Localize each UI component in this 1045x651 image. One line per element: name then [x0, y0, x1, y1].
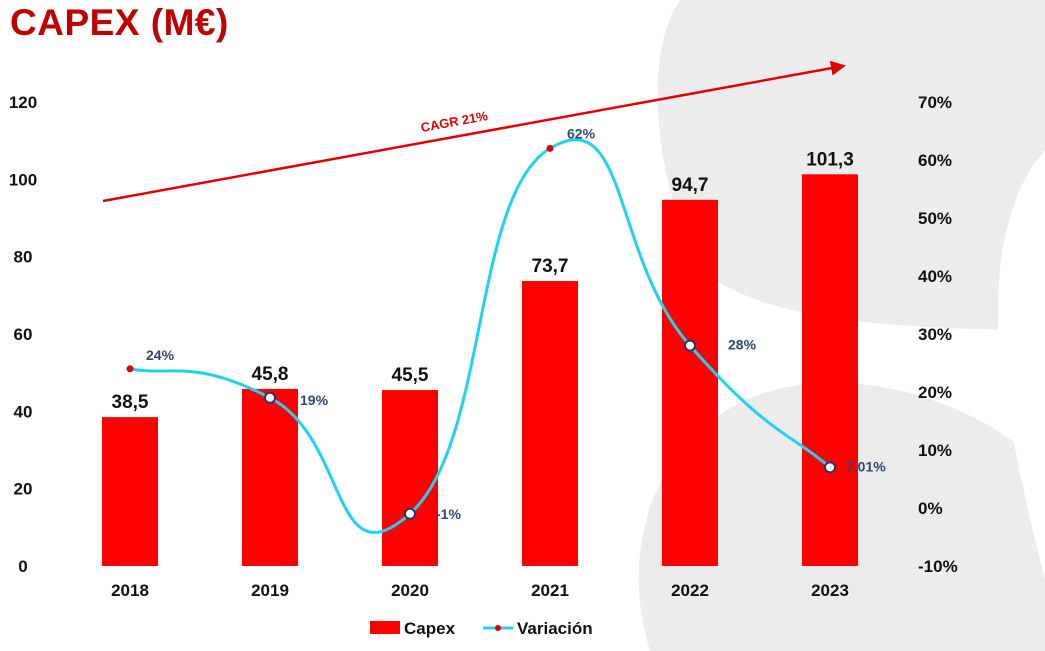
- y-right-tick-label: 60%: [918, 151, 952, 170]
- variacion-marker: [126, 365, 134, 373]
- y-right-tick-label: -10%: [918, 557, 958, 576]
- legend-capex-swatch: [370, 621, 400, 634]
- x-tick-label: 2022: [671, 581, 709, 600]
- capex-bar: [662, 199, 718, 566]
- y-left-tick-label: 80: [14, 248, 33, 267]
- capex-bar: [242, 388, 298, 566]
- capex-bar: [102, 417, 158, 566]
- background-shape-right: [997, 150, 1045, 580]
- y-left-tick-label: 120: [9, 93, 37, 112]
- variacion-line: [129, 138, 831, 534]
- y-left-tick-label: 20: [14, 480, 33, 499]
- y-left-tick-label: 0: [18, 557, 27, 576]
- y-right-tick-label: 20%: [918, 383, 952, 402]
- cagr-annotation: CAGR 21%: [419, 108, 489, 135]
- legend: Capex Variación: [370, 619, 593, 638]
- capex-value-label: 38,5: [112, 392, 149, 413]
- variacion-value-label: 28%: [728, 337, 757, 353]
- legend-capex-label: Capex: [404, 619, 456, 638]
- x-tick-label: 2021: [531, 581, 569, 600]
- y-left-tick-label: 40: [14, 402, 33, 421]
- capex-value-label: 45,5: [392, 365, 429, 386]
- x-tick-label: 2020: [391, 581, 429, 600]
- variacion-value-label: -1%: [436, 506, 461, 522]
- y-left-tick-label: 60: [14, 325, 33, 344]
- variacion-value-label: 62%: [567, 125, 596, 141]
- legend-variacion-label: Variación: [517, 619, 593, 638]
- variacion-marker: [684, 339, 696, 352]
- capex-value-label: 101,3: [806, 149, 854, 170]
- y-left-tick-label: 100: [9, 170, 37, 189]
- capex-value-label: 45,8: [252, 364, 289, 385]
- y-right-tick-label: 70%: [918, 93, 952, 112]
- capex-bar: [522, 281, 578, 566]
- variacion-marker: [404, 507, 416, 520]
- variacion-value-label: 24%: [146, 347, 175, 363]
- capex-bar: [802, 174, 858, 566]
- page-title: CAPEX (M€): [10, 2, 229, 43]
- x-tick-label: 2023: [811, 581, 849, 600]
- variacion-value-label: 19%: [300, 392, 329, 408]
- y-right-tick-label: 0%: [918, 499, 943, 518]
- axis-layer: 0 20 40 60 80 100 120 -10% 0% 10% 20% 30% 40% 50% 60% 7…: [9, 93, 958, 600]
- trend-layer: CAGR 21%: [102, 60, 846, 203]
- x-tick-label: 2018: [111, 581, 149, 600]
- variacion-value-label: 7,01%: [846, 458, 886, 474]
- capex-value-label: 94,7: [672, 175, 709, 196]
- y-right-tick-label: 50%: [918, 209, 952, 228]
- capex-value-label: 73,7: [532, 256, 569, 277]
- variacion-marker: [264, 391, 276, 404]
- variacion-marker: [824, 461, 836, 474]
- cagr-trend-arrow: [102, 60, 846, 203]
- y-right-tick-label: 10%: [918, 441, 952, 460]
- bars-layer: 38,5 45,8 45,5 73,7 94,7 101,3: [102, 149, 858, 566]
- y-right-tick-label: 40%: [918, 267, 952, 286]
- variacion-marker: [546, 144, 554, 152]
- line-layer: 24% 19% -1% 62% 28% 7,01%: [126, 125, 886, 534]
- y-right-tick-label: 30%: [918, 325, 952, 344]
- capex-bar: [382, 390, 438, 566]
- x-tick-label: 2019: [251, 581, 289, 600]
- legend-variacion-marker: [495, 625, 501, 631]
